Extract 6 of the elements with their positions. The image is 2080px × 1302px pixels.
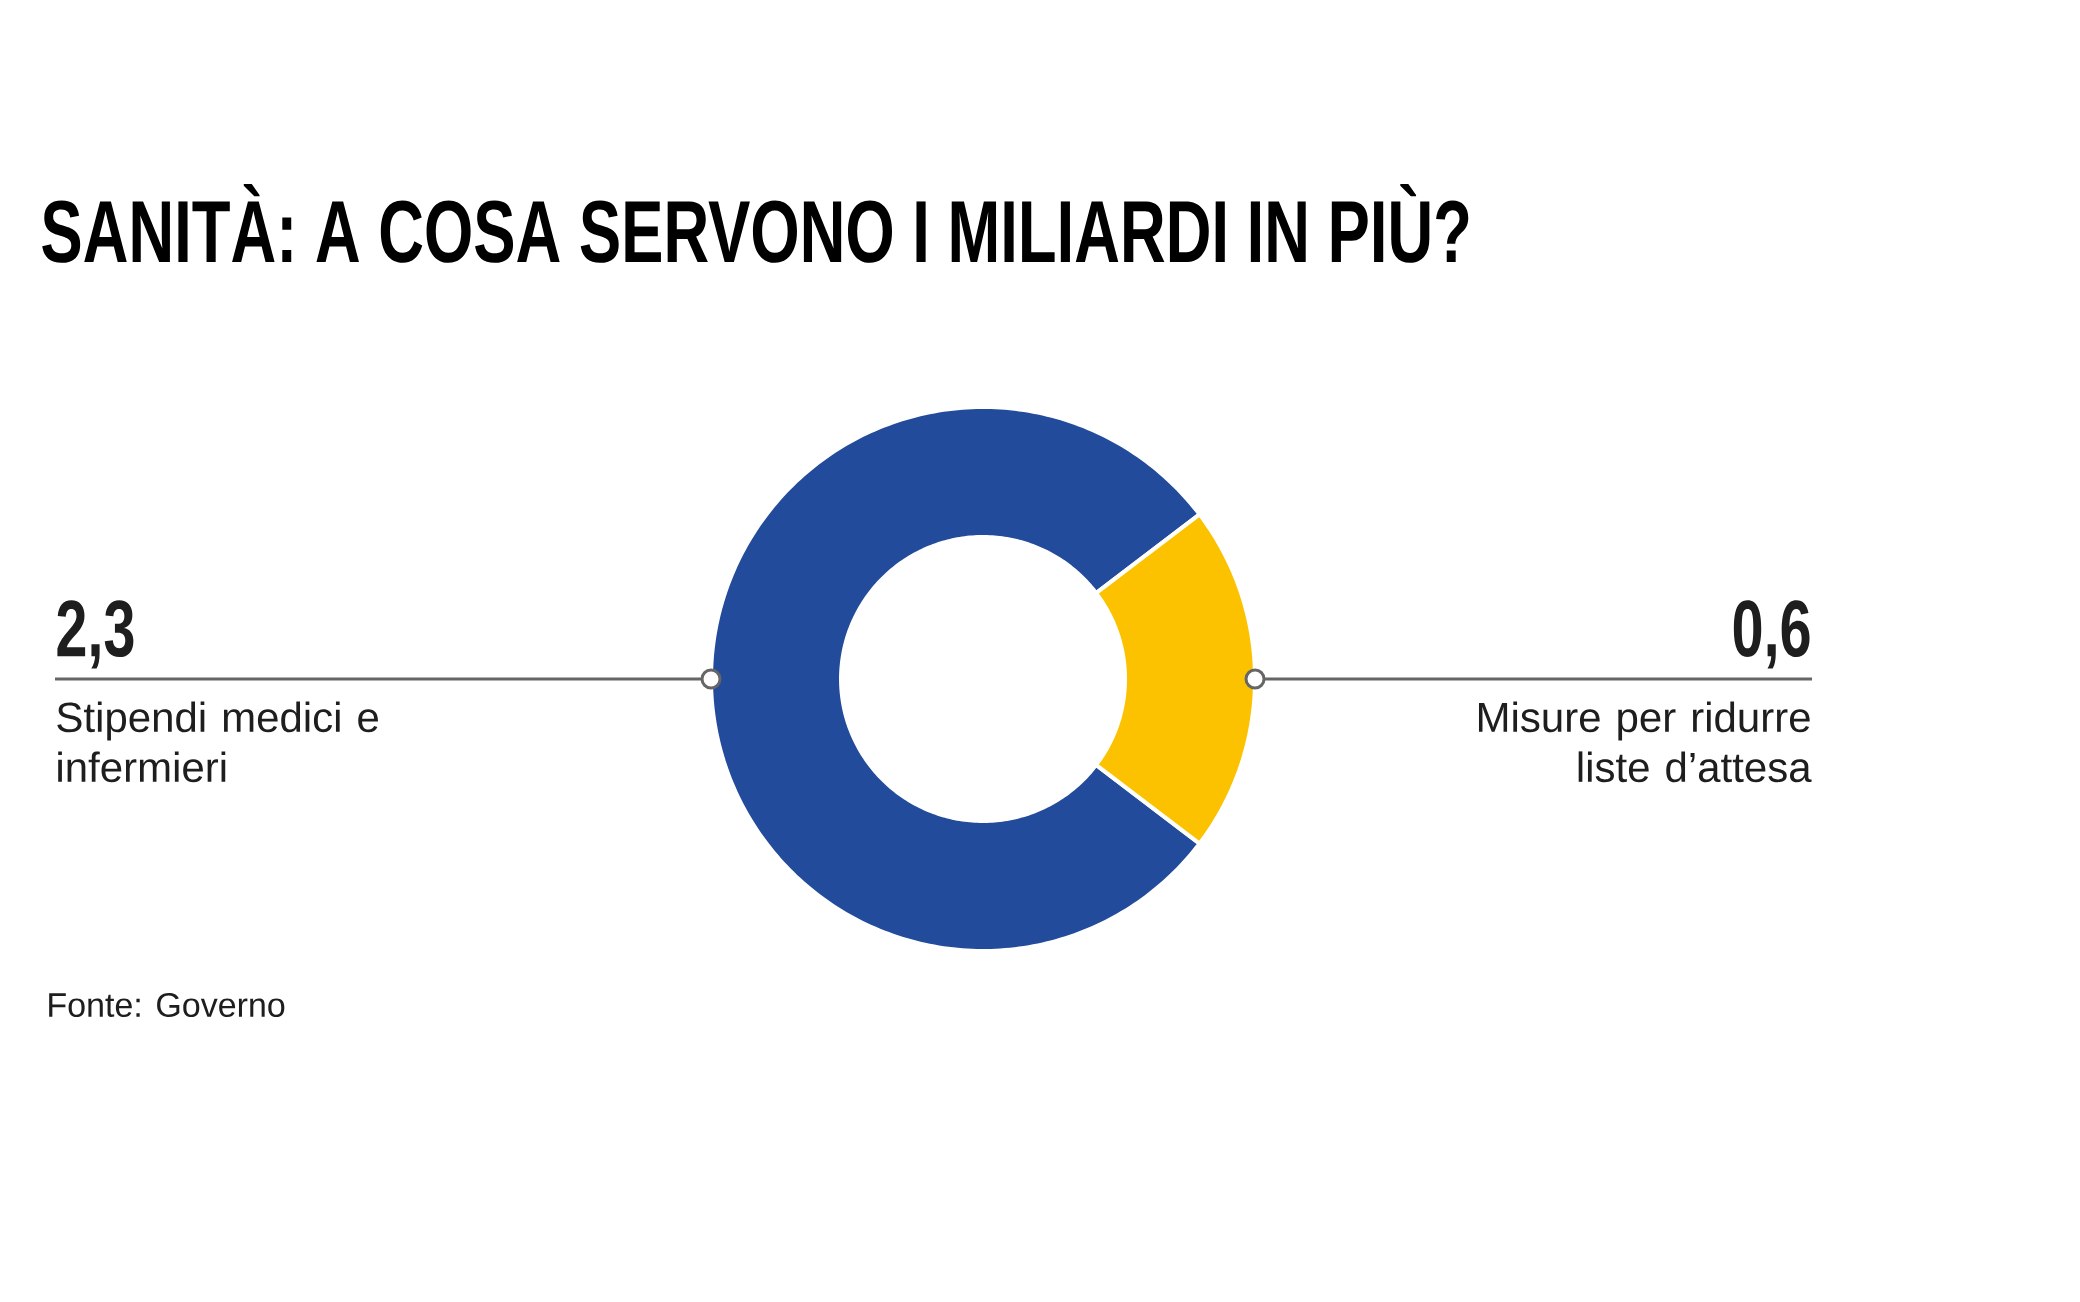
source-note: Fonte: Governo — [49, 992, 285, 1018]
data-label: 2,3 — [57, 600, 134, 669]
data-label: 0,6 — [1733, 600, 1810, 669]
slice-label: Misure per ridurre liste d’attesa — [1478, 701, 1812, 783]
slice-label: Stipendi medici e infermieri — [57, 701, 378, 783]
chart-title: SANITÀ: A COSA SERVONO I MILIARDI IN PIÙ? — [42, 183, 1469, 263]
